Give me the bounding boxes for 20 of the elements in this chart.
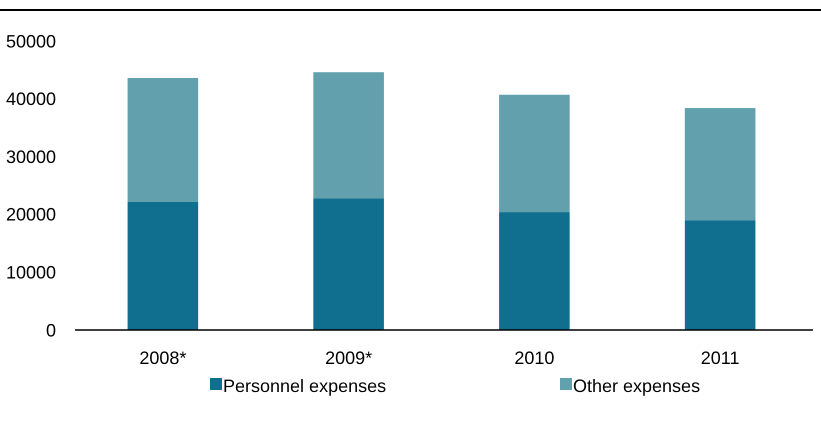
x-tick-label: 2010 [514, 348, 554, 368]
bar [684, 220, 756, 330]
y-tick-label: 50000 [6, 31, 56, 52]
bar [684, 108, 756, 220]
legend-label: Other expenses [573, 376, 700, 396]
y-tick-label: 30000 [6, 146, 56, 167]
x-tick-label: 2009* [325, 348, 372, 368]
legend-label: Personnel expenses [223, 376, 386, 396]
bar [499, 94, 570, 212]
y-tick-label: 40000 [6, 89, 56, 110]
bar [313, 72, 384, 198]
y-tick-label: 10000 [6, 262, 56, 282]
bar [128, 202, 198, 330]
bar [128, 78, 198, 202]
x-tick-label: 2011 [700, 348, 740, 368]
y-tick-label: 0 [46, 320, 56, 340]
bar [499, 212, 570, 330]
y-tick-label: 20000 [6, 204, 56, 225]
x-tick-label: 2008* [139, 348, 186, 368]
bar [313, 198, 384, 330]
